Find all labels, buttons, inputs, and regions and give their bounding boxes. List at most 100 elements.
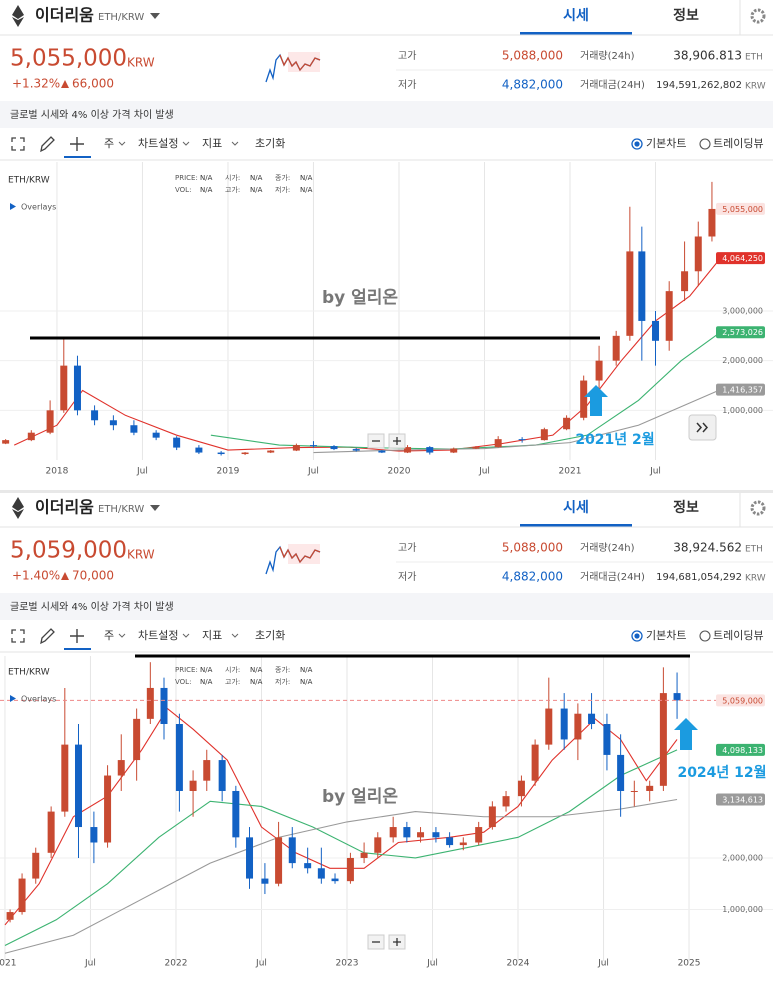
overlays[interactable]: Overlays (21, 203, 56, 212)
dropdown-icon[interactable] (150, 13, 160, 19)
legend-value: N/A (200, 678, 213, 686)
chart-pair: ETH/KRW (8, 668, 50, 678)
draw-icon[interactable] (40, 628, 55, 645)
candle-body (518, 439, 526, 441)
legend-value: N/A (250, 678, 263, 686)
x-tick-label: Jul (597, 959, 609, 969)
fullscreen-icon[interactable] (11, 137, 25, 151)
price-tag (716, 793, 765, 806)
toolbar-item[interactable]: 차트설정 (138, 629, 178, 642)
scroll-button[interactable] (688, 414, 717, 441)
zoom-in-icon (393, 437, 401, 445)
stat-label: 고가 (398, 50, 416, 62)
x-tick-label: 2018 (45, 467, 68, 477)
candle-body (246, 837, 254, 879)
candle-body (417, 832, 425, 838)
overlays-icon (10, 695, 16, 702)
candle-body (580, 380, 588, 418)
radio[interactable] (699, 630, 711, 642)
x-tick-label: 2020 (388, 467, 411, 477)
toolbar-item[interactable]: 주 (104, 137, 114, 150)
candle-body (446, 837, 454, 846)
chart: Aug2018Jul2019Jul2020Jul2021Jul1,000,000… (0, 162, 773, 477)
stat-unit: KRW (745, 574, 766, 584)
candle-body (288, 837, 296, 864)
x-tick-label: 2021 (0, 959, 16, 969)
legend-value: N/A (250, 666, 263, 674)
tab[interactable]: 시세 (563, 500, 589, 516)
candle-body (595, 360, 603, 381)
settings-icon[interactable] (750, 8, 766, 24)
candle-body (104, 775, 112, 843)
stat-label: 거래대금(24H) (580, 571, 645, 583)
candle-body (2, 440, 10, 444)
candle-body (304, 863, 312, 869)
candle-body (681, 271, 689, 292)
fullscreen-icon[interactable] (11, 629, 25, 643)
x-tick-label: 2025 (678, 959, 701, 969)
candle-body (673, 693, 681, 701)
candle-body (612, 335, 620, 361)
tab[interactable]: 정보 (673, 499, 699, 516)
candle-body (403, 827, 411, 838)
candle-body (32, 852, 40, 879)
chart-mode[interactable]: 기본차트 (646, 137, 686, 150)
dropdown-icon[interactable] (150, 505, 160, 511)
chart-mode[interactable]: 기본차트 (646, 629, 686, 642)
candle-body (432, 832, 440, 838)
toolbar-item[interactable]: 주 (104, 629, 114, 642)
overlays[interactable]: Overlays (21, 695, 56, 704)
tab[interactable]: 시세 (563, 8, 589, 24)
candle-body (27, 432, 35, 441)
candle-body (459, 842, 467, 846)
moving-average (4, 798, 678, 954)
mini-chart (279, 54, 321, 72)
candle-body (360, 852, 368, 858)
toolbar-item[interactable]: 초기화 (255, 137, 285, 150)
stat-value: 5,088,000 (502, 541, 563, 555)
candle-body (378, 450, 386, 453)
moving-average (313, 389, 721, 454)
panel-bg (0, 492, 773, 984)
candle-body (175, 724, 183, 791)
x-tick-label: Jul (136, 467, 148, 477)
candle-body (217, 452, 225, 455)
legend-value: N/A (200, 174, 213, 182)
legend-label: PRICE: (175, 666, 198, 674)
candle-body (146, 687, 154, 719)
legend-value: N/A (300, 666, 313, 674)
radio[interactable] (699, 138, 711, 150)
x-tick-label: 2019 (217, 467, 240, 477)
toolbar-item[interactable]: 지표 (202, 629, 222, 642)
candle-body (346, 857, 354, 882)
tab[interactable]: 정보 (673, 7, 699, 24)
candle-body (404, 447, 412, 453)
settings-icon[interactable] (750, 500, 766, 516)
crosshair-icon[interactable] (70, 137, 84, 151)
x-tick-label: Jul (84, 959, 96, 969)
toolbar-item[interactable]: 지표 (202, 137, 222, 150)
toolbar-item[interactable]: 차트설정 (138, 137, 178, 150)
chart-mode[interactable]: 트레이딩뷰 (713, 137, 764, 150)
crosshair-icon[interactable] (70, 629, 84, 643)
stat-value: 194,681,054,292 (656, 572, 742, 583)
candle-body (160, 687, 168, 725)
chevron-icon (182, 141, 190, 146)
price-tag (716, 383, 765, 396)
candle-body (665, 291, 673, 341)
change-rate: +1.40% (12, 569, 60, 583)
price-unit: KRW (127, 548, 155, 562)
candle-body (502, 796, 510, 807)
stat-label: 저가 (398, 571, 416, 583)
candle-body (517, 780, 525, 797)
candle-body (6, 912, 14, 920)
stat-unit: ETH (745, 53, 763, 63)
candle-body (475, 827, 483, 843)
candle-body (90, 827, 98, 843)
toolbar-item[interactable]: 초기화 (255, 629, 285, 642)
candle-body (275, 837, 283, 884)
draw-icon[interactable] (40, 136, 55, 153)
chart-mode[interactable]: 트레이딩뷰 (713, 629, 764, 642)
y-tick-label: 1,000,000 (722, 406, 763, 415)
candle-body (588, 713, 596, 725)
